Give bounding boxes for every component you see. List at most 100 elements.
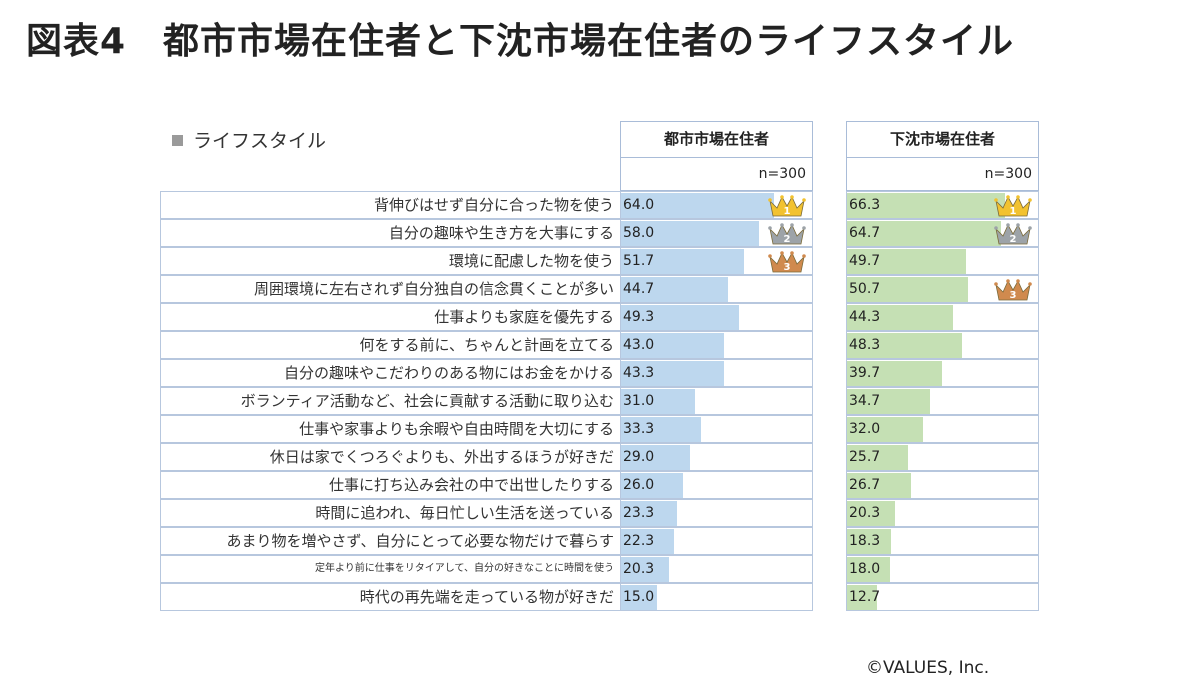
bar-cell-local: 66.3 1 [846,191,1039,219]
bar-city [621,193,774,218]
bar-city [621,473,683,498]
data-label-local: 50.7 [849,281,881,297]
bar-local [847,193,1005,218]
data-label-city: 23.3 [623,505,655,521]
category-row: 背伸びはせず自分に合った物を使う [160,191,621,219]
bar-local [847,557,890,582]
bar-local [847,445,908,470]
data-label-local: 39.7 [849,365,881,381]
category-label: 背伸びはせず自分に合った物を使う [373,196,614,214]
section-label: ライフスタイル [172,126,326,153]
bar-city [621,585,657,610]
bar-local [847,277,968,302]
svg-text:2: 2 [784,234,791,245]
svg-text:1: 1 [784,206,791,217]
bar-cell-city: 51.7 3 [620,247,813,275]
category-row: 自分の趣味やこだわりのある物にはお金をかける [160,359,621,387]
bar-city [621,361,724,386]
copyright: ©VALUES, Inc. [866,658,990,678]
category-label: 周囲環境に左右されず自分独自の信念貫くことが多い [253,280,614,298]
sample-size-local: n=300 [846,157,1039,191]
sample-size-city: n=300 [620,157,813,191]
data-label-city: 15.0 [623,589,655,605]
bar-cell-local: 34.7 [846,387,1039,415]
bar-city [621,445,690,470]
bar-local [847,361,942,386]
data-label-local: 18.0 [849,561,881,577]
bar-city [621,389,695,414]
bar-cell-local: 44.3 [846,303,1039,331]
category-label: 仕事に打ち込み会社の中で出世したりする [328,476,614,494]
bar-local [847,249,966,274]
data-label-city: 44.7 [623,281,655,297]
bar-cell-local: 26.7 [846,471,1039,499]
data-label-city: 31.0 [623,393,655,409]
bar-local [847,305,953,330]
svg-text:3: 3 [784,262,791,273]
category-label: 仕事や家事よりも余暇や自由時間を大切にする [299,420,614,438]
bar-cell-local: 25.7 [846,443,1039,471]
data-label-city: 22.3 [623,533,655,549]
data-label-city: 43.3 [623,365,655,381]
bar-cell-city: 43.3 [620,359,813,387]
bar-cell-local: 12.7 [846,583,1039,611]
data-label-local: 32.0 [849,421,881,437]
category-label: 環境に配慮した物を使う [448,252,614,270]
bar-city [621,333,724,358]
bar-city [621,305,739,330]
bar-cell-local: 48.3 [846,331,1039,359]
bar-local [847,333,962,358]
bar-cell-local: 64.7 2 [846,219,1039,247]
data-label-city: 64.0 [623,197,655,213]
data-label-city: 33.3 [623,421,655,437]
section-label-text: ライフスタイル [193,130,327,152]
data-label-city: 43.0 [623,337,655,353]
bar-cell-local: 49.7 [846,247,1039,275]
category-label: ボランティア活動など、社会に貢献する活動に取り込む [240,392,614,410]
bar-cell-city: 22.3 [620,527,813,555]
data-label-city: 58.0 [623,225,655,241]
bar-local [847,501,895,526]
bar-cell-city: 58.0 2 [620,219,813,247]
bar-cell-local: 18.3 [846,527,1039,555]
category-label: 時代の再先端を走っている物が好きだ [359,588,614,606]
bar-cell-city: 26.0 [620,471,813,499]
data-label-local: 12.7 [849,589,881,605]
bar-cell-city: 15.0 [620,583,813,611]
bar-city [621,277,728,302]
data-label-local: 20.3 [849,505,881,521]
bar-cell-city: 20.3 [620,555,813,583]
bar-cell-local: 18.0 [846,555,1039,583]
bar-cell-city: 31.0 [620,387,813,415]
bar-cell-city: 49.3 [620,303,813,331]
category-row: 自分の趣味や生き方を大事にする [160,219,621,247]
data-label-city: 26.0 [623,477,655,493]
category-row: 仕事や家事よりも余暇や自由時間を大切にする [160,415,621,443]
data-label-local: 34.7 [849,393,881,409]
bar-cell-city: 43.0 [620,331,813,359]
data-label-city: 49.3 [623,309,655,325]
bar-city [621,221,759,246]
category-label: 自分の趣味や生き方を大事にする [388,224,614,242]
category-row: 仕事よりも家庭を優先する [160,303,621,331]
category-row: あまり物を増やさず、自分にとって必要な物だけで暮らす [160,527,621,555]
bar-cell-city: 23.3 [620,499,813,527]
bar-cell-city: 29.0 [620,443,813,471]
category-row: 仕事に打ち込み会社の中で出世したりする [160,471,621,499]
category-label: 自分の趣味やこだわりのある物にはお金をかける [283,364,614,382]
square-bullet-icon [172,135,183,146]
bar-cell-local: 32.0 [846,415,1039,443]
svg-text:2: 2 [1010,234,1017,245]
category-label: 時間に追われ、毎日忙しい生活を送っている [315,504,614,522]
category-row: 環境に配慮した物を使う [160,247,621,275]
category-row: 休日は家でくつろぐよりも、外出するほうが好きだ [160,443,621,471]
data-label-local: 49.7 [849,253,881,269]
category-row: ボランティア活動など、社会に貢献する活動に取り込む [160,387,621,415]
series-header-local: 下沈市場在住者 [846,121,1039,158]
bar-local [847,389,930,414]
bar-city [621,501,677,526]
data-label-city: 51.7 [623,253,655,269]
category-row: 時間に追われ、毎日忙しい生活を送っている [160,499,621,527]
category-label: あまり物を増やさず、自分にとって必要な物だけで暮らす [226,532,614,550]
data-label-local: 25.7 [849,449,881,465]
